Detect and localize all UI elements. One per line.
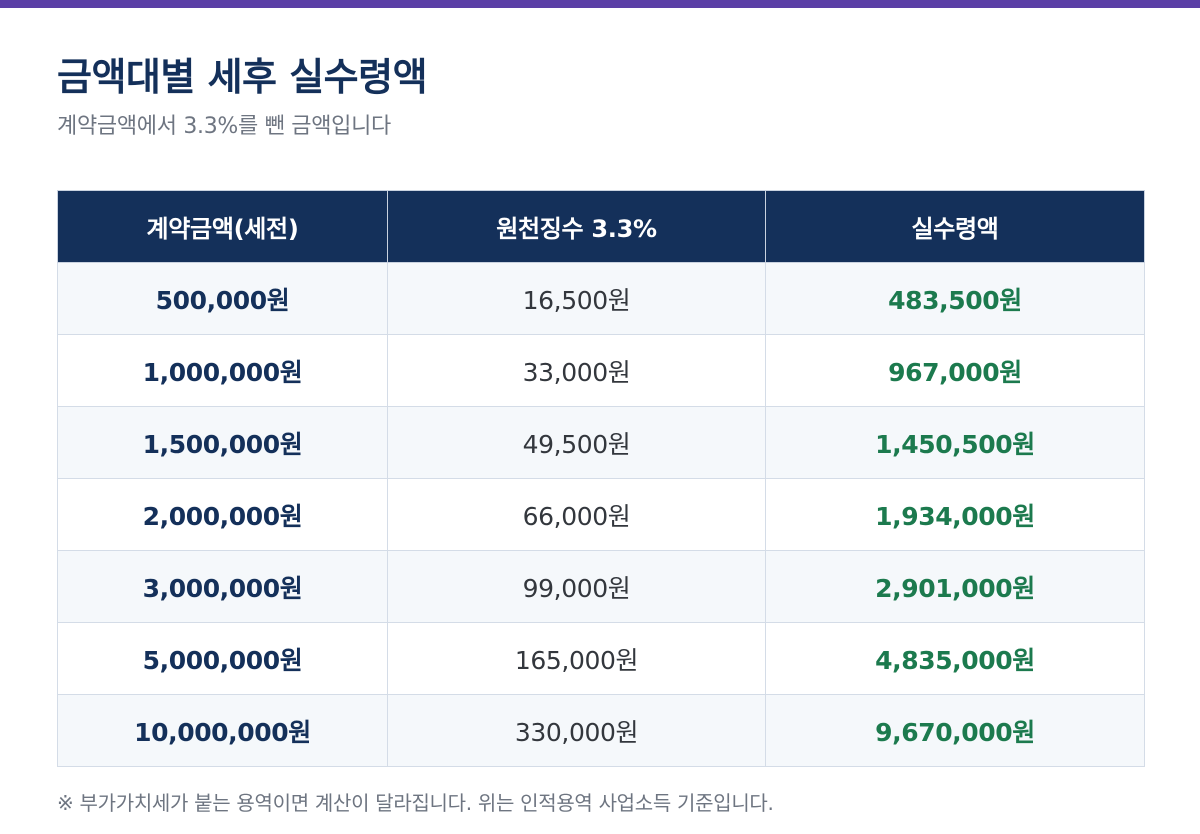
header-gross-amount: 계약금액(세전) bbox=[57, 190, 388, 263]
gross-amount-cell: 3,000,000원 bbox=[57, 550, 388, 623]
table-row: 10,000,000원 330,000원 9,670,000원 bbox=[57, 694, 1145, 767]
table-row: 3,000,000원 99,000원 2,901,000원 bbox=[57, 550, 1145, 623]
withholding-tax-cell: 330,000원 bbox=[387, 694, 766, 767]
net-amount-cell: 483,500원 bbox=[765, 262, 1145, 335]
withholding-tax-cell: 49,500원 bbox=[387, 406, 766, 479]
table-header-row: 계약금액(세전) 원천징수 3.3% 실수령액 bbox=[57, 190, 1145, 263]
footnote: ※ 부가가치세가 붙는 용역이면 계산이 달라집니다. 위는 인적용역 사업소득… bbox=[57, 791, 774, 815]
gross-amount-cell: 10,000,000원 bbox=[57, 694, 388, 767]
header-net-amount: 실수령액 bbox=[765, 190, 1145, 263]
table-row: 5,000,000원 165,000원 4,835,000원 bbox=[57, 622, 1145, 695]
net-amount-cell: 2,901,000원 bbox=[765, 550, 1145, 623]
withholding-tax-cell: 99,000원 bbox=[387, 550, 766, 623]
table-row: 1,500,000원 49,500원 1,450,500원 bbox=[57, 406, 1145, 479]
table-row: 2,000,000원 66,000원 1,934,000원 bbox=[57, 478, 1145, 551]
gross-amount-cell: 1,500,000원 bbox=[57, 406, 388, 479]
net-amount-cell: 967,000원 bbox=[765, 334, 1145, 407]
table-row: 500,000원 16,500원 483,500원 bbox=[57, 262, 1145, 335]
gross-amount-cell: 2,000,000원 bbox=[57, 478, 388, 551]
withholding-tax-cell: 66,000원 bbox=[387, 478, 766, 551]
page-subtitle: 계약금액에서 3.3%를 뺀 금액입니다 bbox=[57, 114, 391, 139]
net-pay-table: 계약금액(세전) 원천징수 3.3% 실수령액 500,000원 16,500원… bbox=[57, 190, 1145, 767]
net-amount-cell: 1,450,500원 bbox=[765, 406, 1145, 479]
top-accent-bar bbox=[0, 0, 1200, 8]
page-title: 금액대별 세후 실수령액 bbox=[57, 55, 428, 99]
gross-amount-cell: 500,000원 bbox=[57, 262, 388, 335]
withholding-tax-cell: 16,500원 bbox=[387, 262, 766, 335]
gross-amount-cell: 1,000,000원 bbox=[57, 334, 388, 407]
withholding-tax-cell: 33,000원 bbox=[387, 334, 766, 407]
net-amount-cell: 1,934,000원 bbox=[765, 478, 1145, 551]
withholding-tax-cell: 165,000원 bbox=[387, 622, 766, 695]
net-amount-cell: 4,835,000원 bbox=[765, 622, 1145, 695]
gross-amount-cell: 5,000,000원 bbox=[57, 622, 388, 695]
header-withholding-tax: 원천징수 3.3% bbox=[387, 190, 766, 263]
net-amount-cell: 9,670,000원 bbox=[765, 694, 1145, 767]
table-row: 1,000,000원 33,000원 967,000원 bbox=[57, 334, 1145, 407]
